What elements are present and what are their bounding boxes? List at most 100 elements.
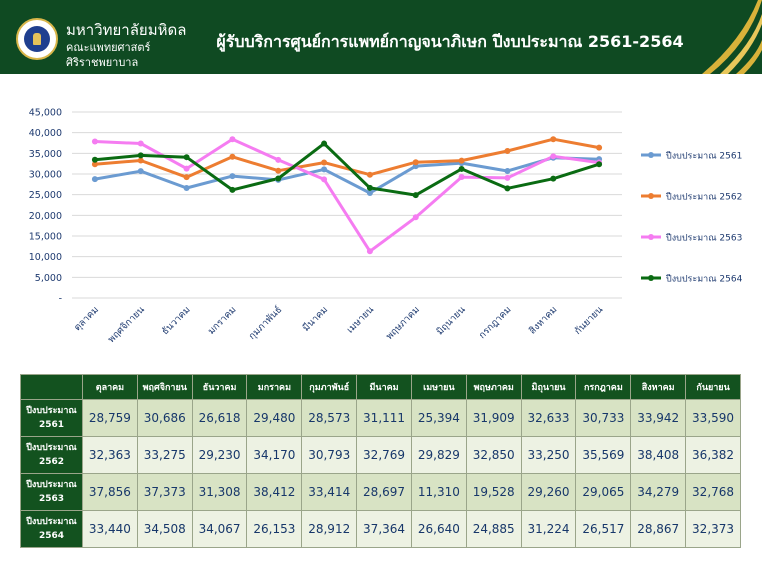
table-cell: 32,850 (465, 436, 522, 474)
table-cell: 37,373 (136, 473, 193, 511)
data-point (366, 248, 373, 255)
data-point (458, 165, 465, 172)
header-banner: มหาวิทยาลัยมหิดล คณะแพทยศาสตร์ ศิริราชพย… (0, 0, 762, 74)
table-cell: 24,885 (465, 510, 522, 548)
x-tick-label: กุมภาพันธ์ (246, 304, 284, 342)
legend-label: ปีงบประมาณ 2561 (666, 151, 742, 162)
table-cell: 32,768 (685, 473, 741, 511)
y-tick-label: 35,000 (29, 149, 62, 160)
data-point (412, 192, 419, 199)
data-point (229, 173, 236, 180)
table-cell: 37,364 (356, 510, 412, 548)
table-month-header: กุมภาพันธ์ (301, 374, 358, 400)
data-point (275, 175, 282, 182)
y-tick-label: 45,000 (29, 108, 62, 119)
data-point (596, 161, 603, 168)
data-point (91, 156, 98, 163)
data-point (229, 153, 236, 160)
table-cell: 19,528 (465, 473, 522, 511)
data-point (366, 190, 373, 197)
table-cell: 30,733 (575, 399, 632, 437)
table-cell: 26,153 (246, 510, 303, 548)
table-cell: 30,793 (301, 436, 358, 474)
legend-label: ปีงบประมาณ 2563 (666, 233, 742, 244)
data-point (412, 159, 419, 166)
x-tick-label: ธันวาคม (160, 304, 193, 337)
table-cell: 33,440 (82, 510, 138, 548)
data-point (504, 147, 511, 154)
table-cell: 37,856 (82, 473, 138, 511)
y-tick-label: - (59, 294, 62, 305)
table-month-header: เมษายน (410, 374, 467, 400)
data-point (275, 156, 282, 163)
table-cell: 29,065 (575, 473, 632, 511)
table-cell: 28,912 (301, 510, 358, 548)
legend-label: ปีงบประมาณ 2562 (666, 192, 742, 203)
data-point (458, 174, 465, 181)
data-point (504, 167, 511, 174)
table-cell: 35,569 (575, 436, 632, 474)
table-cell: 28,697 (356, 473, 412, 511)
table-month-header: ตุลาคม (82, 374, 138, 400)
table-cell: 32,373 (685, 510, 741, 548)
legend-marker (648, 275, 654, 281)
series-line (94, 137, 600, 179)
page-title: ผู้รับบริการศูนย์การแพทย์กาญจนาภิเษก ปีง… (216, 32, 684, 51)
table-month-header: กันยายน (685, 374, 741, 400)
x-tick-label: ตุลาคม (72, 304, 101, 333)
data-point (596, 144, 603, 151)
table-month-header: มิถุนายน (520, 374, 577, 400)
data-point (550, 136, 557, 143)
x-tick-label: มกราคม (206, 304, 239, 337)
legend-marker (648, 152, 654, 158)
table-cell: 33,414 (301, 473, 358, 511)
table-row: ปีงบประมาณ 2562 32,363 33,275 29,230 34,170 30… (20, 436, 741, 474)
x-tick-label: สิงหาคม (527, 304, 559, 336)
table-row: ปีงบประมาณ 2561 28,759 30,686 26,618 29,480 28… (20, 399, 741, 437)
data-table: ตุลาคม พฤศจิกายน ธันวาคม มกราคม กุมภาพันธ์ มี… (20, 374, 741, 548)
table-cell: 26,640 (410, 510, 467, 548)
table-cell: 31,909 (465, 399, 522, 437)
table-month-header: พฤศจิกายน (136, 374, 193, 400)
x-tick-label: มีนาคม (300, 304, 330, 334)
data-point (91, 138, 98, 145)
faculty-name: คณะแพทยศาสตร์ (66, 41, 151, 54)
table-cell: 29,260 (520, 473, 577, 511)
series-line (94, 137, 600, 253)
table-cell: 30,686 (136, 399, 193, 437)
table-month-header: มกราคม (246, 374, 303, 400)
data-point (550, 175, 557, 182)
table-month-header: มีนาคม (356, 374, 412, 400)
table-cell: 31,224 (520, 510, 577, 548)
table-month-header: สิงหาคม (630, 374, 687, 400)
legend-marker (648, 193, 654, 199)
data-point (183, 184, 190, 191)
table-cell: 34,279 (630, 473, 687, 511)
data-point (137, 168, 144, 175)
table-row: ปีงบประมาณ 2563 37,856 37,373 31,308 38,412 33… (20, 473, 741, 511)
table-month-header: ธันวาคม (191, 374, 248, 400)
data-point (321, 176, 328, 183)
x-tick-label: กันยายน (573, 304, 606, 337)
data-point (275, 167, 282, 174)
table-cell: 26,618 (191, 399, 248, 437)
table-year-header: ปีงบประมาณ 2562 (20, 436, 83, 474)
table-cell: 29,829 (410, 436, 467, 474)
x-tick-label: พฤศจิกายน (106, 304, 147, 345)
x-tick-label: กรกฎาคม (477, 304, 514, 341)
x-tick-label: พฤษภาคม (384, 304, 422, 342)
data-point (183, 154, 190, 161)
table-cell: 29,230 (191, 436, 248, 474)
y-tick-label: 20,000 (29, 211, 62, 222)
table-month-header: พฤษภาคม (465, 374, 522, 400)
data-point (458, 157, 465, 164)
data-point (91, 161, 98, 168)
data-point (366, 171, 373, 178)
data-point (412, 214, 419, 221)
table-cell: 32,633 (520, 399, 577, 437)
data-point (321, 159, 328, 166)
data-point (229, 186, 236, 193)
university-name: มหาวิทยาลัยมหิดล (66, 21, 187, 39)
table-cell: 31,111 (356, 399, 412, 437)
table-cell: 33,275 (136, 436, 193, 474)
